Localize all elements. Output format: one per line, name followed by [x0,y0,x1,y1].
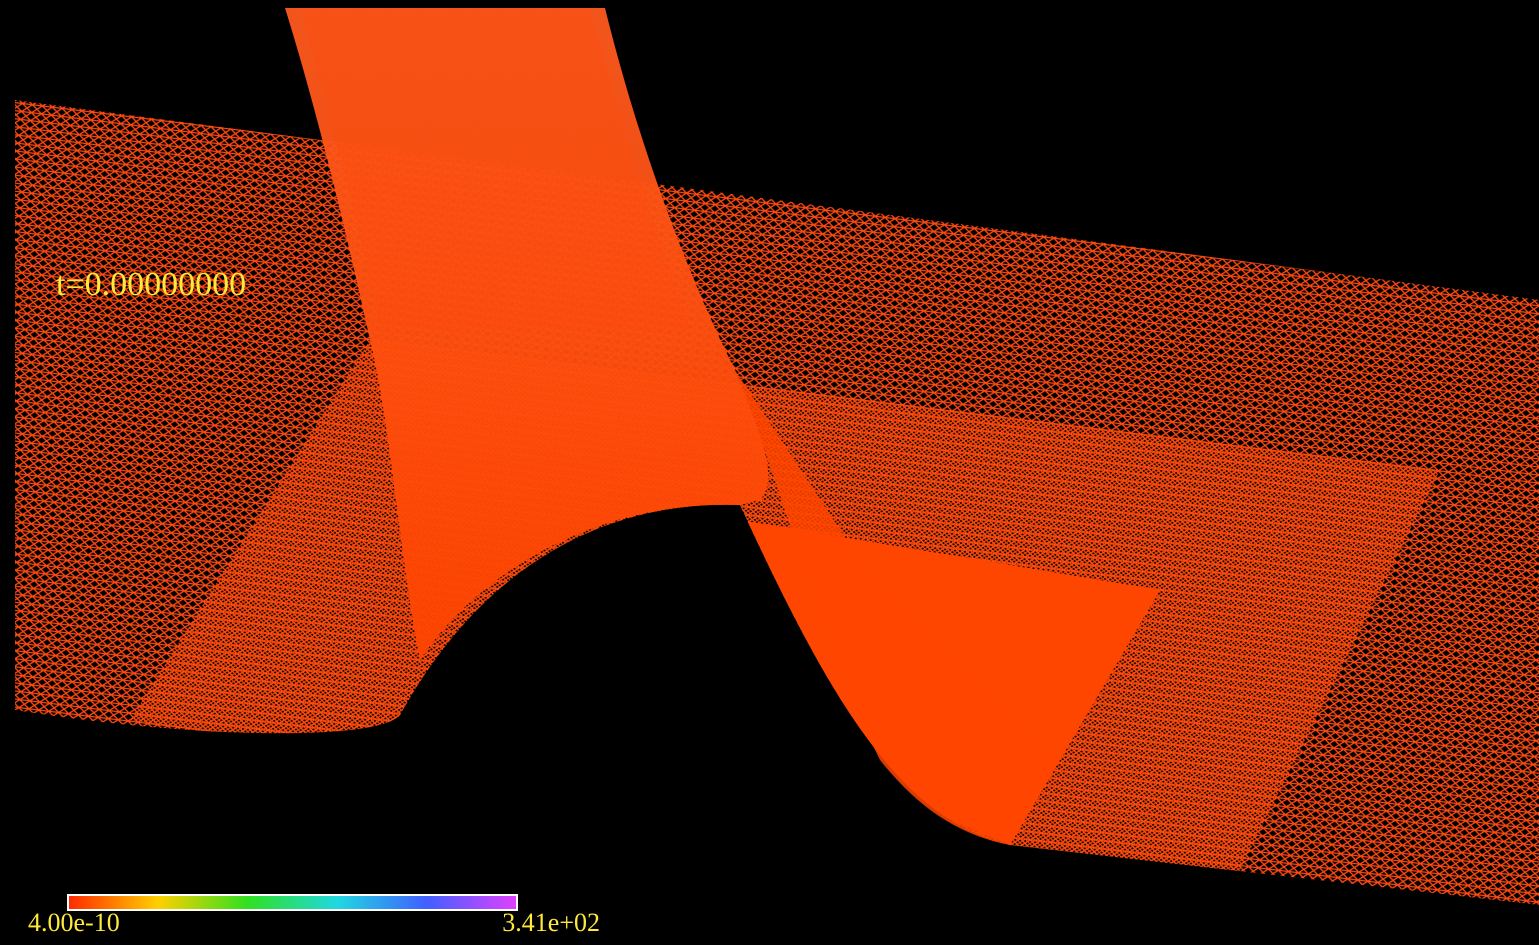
colorbar-max-label: 3.41e+02 [502,908,600,937]
viewport: t=0.00000000 4.00e-10 3.41e+02 [0,0,1539,945]
colorbar-min-label: 4.00e-10 [28,908,120,937]
time-label: t=0.00000000 [56,266,246,303]
colorbar: 4.00e-10 3.41e+02 [28,894,600,937]
colorbar-gradient [69,896,516,909]
surface-mesh [15,8,1539,905]
